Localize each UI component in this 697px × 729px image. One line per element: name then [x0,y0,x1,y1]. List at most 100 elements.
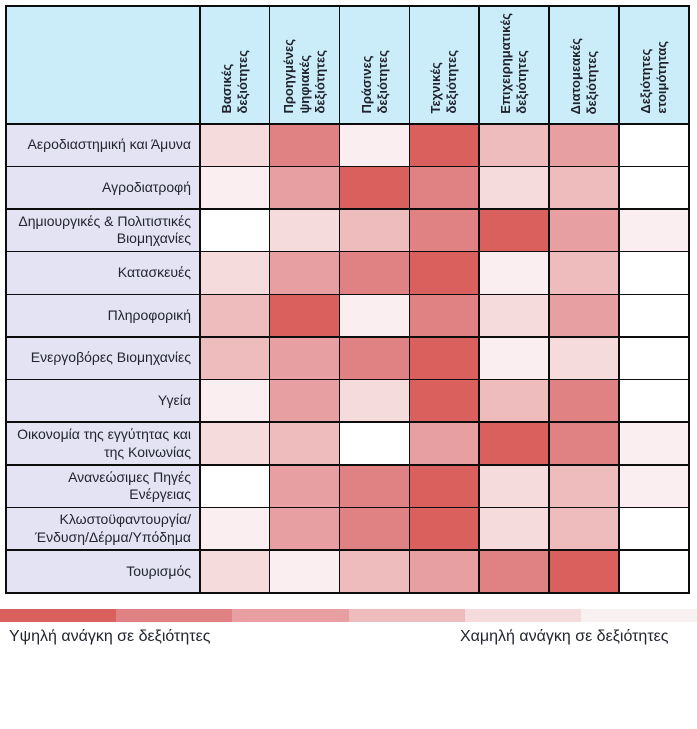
heatmap-cell-r7-c5 [549,422,619,465]
heatmap-cell-r6-c6 [619,380,688,422]
heatmap-cell-r5-c0 [200,337,269,379]
row-label-6: Υγεία [7,380,199,422]
legend-segment-5 [580,609,697,622]
column-header-label: Βασικές δεξιότητες [218,50,250,114]
heatmap-cell-r9-c5 [549,508,619,550]
heatmap-cell-r7-c1 [270,422,339,465]
heatmap-cell-r3-c2 [340,252,409,294]
heatmap-cell-r2-c5 [549,209,619,251]
heatmap-cell-r8-c2 [340,465,409,507]
heatmap-cell-r6-c3 [410,380,479,422]
heatmap-cell-r4-c1 [270,295,339,337]
heatmap-cell-r5-c2 [340,337,409,379]
heatmap-cell-r10-c0 [200,550,269,592]
column-header-2: Πράσινες δεξιότητες [340,7,409,123]
row-label-10: Τουρισμός [7,550,199,592]
heatmap-cell-r4-c4 [479,295,549,337]
column-header-4: Επιχειρηματικές δεξιότητες [479,7,549,123]
corner-cell [7,7,199,123]
legend-high-label: Υψηλή ανάγκη σε δεξιότητες [9,628,211,645]
heatmap-table: Βασικές δεξιότητες Προηγμένες ψηφιακές δε… [5,5,690,594]
heatmap-cell-r9-c0 [200,508,269,550]
heatmap-cell-r2-c4 [479,209,549,251]
heatmap-cell-r8-c0 [200,465,269,507]
heatmap-cell-r10-c1 [270,550,339,592]
heatmap-cell-r1-c2 [340,167,409,209]
heatmap-cell-r9-c4 [479,508,549,550]
column-header-5: Διατομεακές δεξιότητες [549,7,619,123]
legend-gradient-bar [0,609,697,622]
heatmap-cell-r4-c0 [200,295,269,337]
heatmap-cell-r5-c4 [479,337,549,379]
heatmap-cell-r1-c5 [549,167,619,209]
column-header-label: Προηγμένες ψηφιακές δεξιότητες [280,39,328,114]
heatmap-cell-r2-c3 [410,209,479,251]
legend-segment-4 [464,609,581,622]
heatmap-cell-r10-c3 [410,550,479,592]
heatmap-cell-r1-c1 [270,167,339,209]
heatmap-cell-r6-c2 [340,380,409,422]
column-header-1: Προηγμένες ψηφιακές δεξιότητες [270,7,339,123]
heatmap-cell-r9-c2 [340,508,409,550]
row-label-9: Κλωστοϋφαντουργία/ Ένδυση/Δέρμα/Υπόδημα [7,508,199,550]
heatmap-cell-r9-c1 [270,508,339,550]
heatmap-cell-r0-c3 [410,124,479,166]
heatmap-cell-r2-c6 [619,209,688,251]
heatmap-cell-r0-c1 [270,124,339,166]
heatmap-cell-r3-c4 [479,252,549,294]
row-label-8: Ανανεώσιμες Πηγές Ενέργειας [7,465,199,507]
heatmap-cell-r5-c1 [270,337,339,379]
heatmap-cell-r3-c5 [549,252,619,294]
heatmap-cell-r10-c4 [479,550,549,592]
heatmap-cell-r6-c0 [200,380,269,422]
heatmap-cell-r2-c2 [340,209,409,251]
heatmap-cell-r0-c2 [340,124,409,166]
heatmap-cell-r8-c1 [270,465,339,507]
heatmap-cell-r3-c6 [619,252,688,294]
legend-segment-1 [116,609,233,622]
heatmap-cell-r3-c1 [270,252,339,294]
column-header-6: Δεξιότητες ετοιμότητας [619,7,688,123]
heatmap-cell-r10-c2 [340,550,409,592]
heatmap-cell-r0-c5 [549,124,619,166]
heatmap-cell-r8-c4 [479,465,549,507]
row-label-5: Ενεργοβόρες Βιομηχανίες [7,337,199,379]
heatmap-cell-r7-c3 [410,422,479,465]
legend-low-label: Χαμηλή ανάγκη σε δεξιότητες [460,628,669,645]
heatmap-cell-r6-c1 [270,380,339,422]
heatmap-cell-r7-c0 [200,422,269,465]
column-header-label: Τεχνικές δεξιότητες [428,50,460,114]
heatmap-cell-r6-c5 [549,380,619,422]
heatmap-cell-r9-c6 [619,508,688,550]
heatmap-cell-r8-c6 [619,465,688,507]
heatmap-cell-r10-c6 [619,550,688,592]
column-header-0: Βασικές δεξιότητες [200,7,269,123]
column-header-3: Τεχνικές δεξιότητες [410,7,479,123]
heatmap-cell-r4-c6 [619,295,688,337]
row-label-0: Αεροδιαστημική και Άμυνα [7,124,199,166]
column-header-label: Επιχειρηματικές δεξιότητες [498,13,530,114]
heatmap-cell-r0-c0 [200,124,269,166]
heatmap-cell-r8-c5 [549,465,619,507]
heatmap-cell-r5-c3 [410,337,479,379]
heatmap-cell-r4-c3 [410,295,479,337]
heatmap-cell-r6-c4 [479,380,549,422]
row-label-7: Οικονομία της εγγύτητας και της Κοινωνία… [7,422,199,465]
row-label-4: Πληροφορική [7,295,199,337]
column-header-label: Δεξιότητες ετοιμότητας [637,41,669,114]
heatmap-cell-r0-c6 [619,124,688,166]
legend-segment-0 [0,609,117,622]
heatmap-cell-r8-c3 [410,465,479,507]
row-label-3: Κατασκευές [7,252,199,294]
heatmap-cell-r7-c6 [619,422,688,465]
heatmap-cell-r2-c1 [270,209,339,251]
heatmap-cell-r1-c4 [479,167,549,209]
heatmap-cell-r1-c6 [619,167,688,209]
row-label-2: Δημιουργικές & Πολιτιστικές Βιομηχανίες [7,209,199,251]
heatmap-cell-r5-c6 [619,337,688,379]
heatmap-cell-r1-c3 [410,167,479,209]
heatmap-cell-r2-c0 [200,209,269,251]
heatmap-cell-r7-c2 [340,422,409,465]
legend-segment-3 [348,609,465,622]
